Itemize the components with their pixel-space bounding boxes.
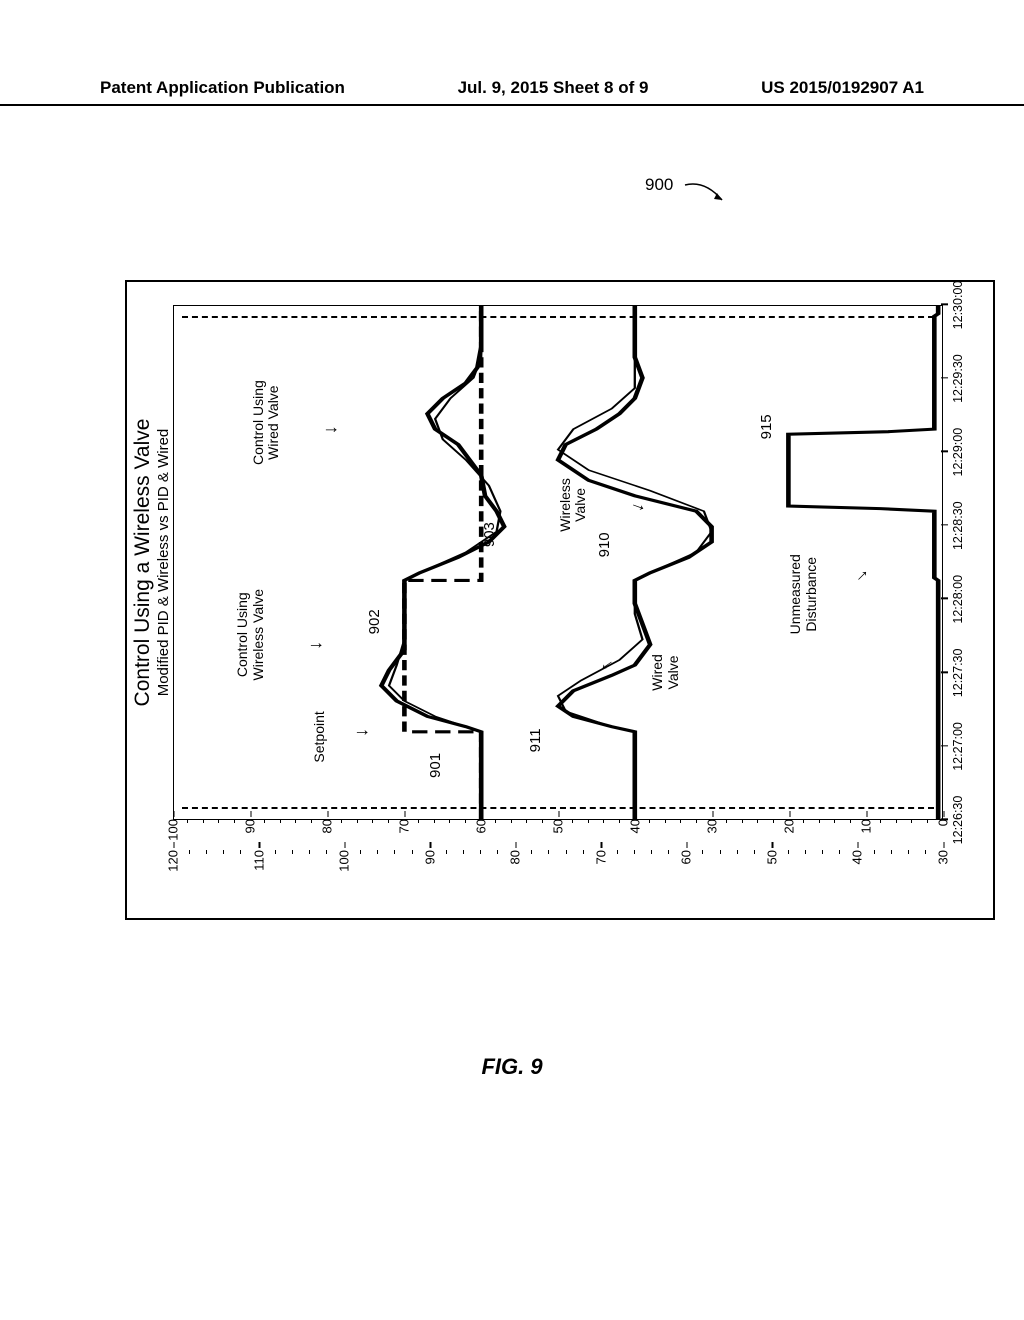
y-axis-inner: 0102030405060708090100 xyxy=(173,819,943,855)
chart-figure: Control Using a Wireless Valve Modified … xyxy=(125,280,995,920)
chart-title: Control Using a Wireless Valve Modified … xyxy=(131,305,172,820)
figure-label: FIG. 9 xyxy=(0,1054,1024,1080)
header-center: Jul. 9, 2015 Sheet 8 of 9 xyxy=(458,78,649,98)
series-valve-wireless xyxy=(558,306,712,819)
x-axis: 12:26:3012:27:0012:27:3012:28:0012:28:30… xyxy=(951,305,971,820)
plot-svg xyxy=(174,306,942,819)
plot-area: Setpoint ↓ Control UsingWireless Valve ↓… xyxy=(173,305,943,820)
header-left: Patent Application Publication xyxy=(100,78,345,98)
ref-900: 900 xyxy=(645,175,673,195)
series-disturbance xyxy=(788,306,938,819)
lead-line-900-icon xyxy=(680,175,730,205)
series-control-wired xyxy=(389,306,500,819)
page-header: Patent Application Publication Jul. 9, 2… xyxy=(0,78,1024,106)
header-right: US 2015/0192907 A1 xyxy=(761,78,924,98)
y-axis-outer: 30405060708090100110120 xyxy=(173,850,943,890)
chart-title-sub: Modified PID & Wireless vs PID & Wired xyxy=(155,305,172,820)
chart-title-main: Control Using a Wireless Valve xyxy=(131,305,155,820)
